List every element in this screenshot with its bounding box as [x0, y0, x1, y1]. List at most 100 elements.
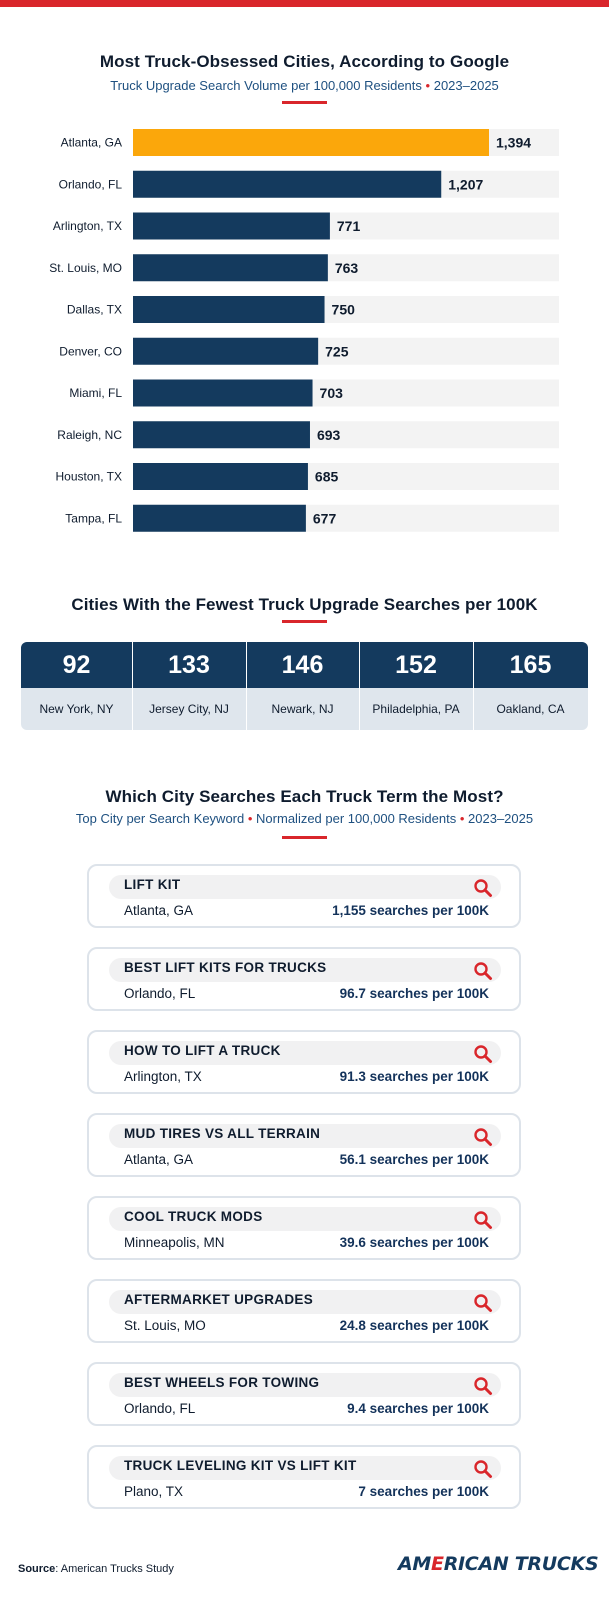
keyword-pill	[109, 875, 501, 899]
terms-subtitle-a: Top City per Search Keyword	[75, 811, 245, 826]
data-label: 1,394	[496, 135, 531, 151]
fewest-city: New York, NY	[39, 702, 114, 716]
fewest-cell: 165 Oakland, CA	[473, 642, 588, 730]
search-icon	[474, 1460, 492, 1478]
fewest-table: 92 New York, NY 133 Jersey City, NJ 146 …	[21, 642, 588, 730]
search-icon	[474, 1128, 492, 1146]
keyword-city: Orlando, FL	[124, 986, 196, 1001]
keyword-label: BEST LIFT KITS FOR TRUCKS	[124, 960, 327, 975]
keyword-city: Arlington, TX	[124, 1069, 202, 1084]
search-icon	[474, 1045, 492, 1063]
fewest-divider	[359, 642, 360, 730]
keyword-card: TRUCK LEVELING KIT VS LIFT KIT Plano, TX…	[87, 1445, 521, 1509]
data-label: 763	[335, 260, 359, 276]
fewest-city: Newark, NJ	[271, 702, 334, 716]
keyword-pill	[109, 1124, 501, 1148]
search-icon	[474, 1211, 492, 1229]
category-label: Dallas, TX	[67, 303, 122, 317]
chart-subtitle-text: Truck Upgrade Search Volume per 100,000 …	[110, 78, 422, 93]
keyword-card: COOL TRUCK MODS Minneapolis, MN 39.6 sea…	[87, 1196, 521, 1260]
keyword-city: Minneapolis, MN	[124, 1235, 225, 1250]
data-label: 771	[337, 218, 361, 234]
category-label: Arlington, TX	[53, 219, 122, 233]
brand-logo: AMERICAN TRUCKS	[398, 1553, 599, 1575]
keyword-pill	[109, 1041, 501, 1065]
category-label: Tampa, FL	[65, 511, 122, 525]
top-accent-bar	[0, 0, 609, 7]
keyword-label: AFTERMARKET UPGRADES	[124, 1292, 314, 1307]
fewest-underline	[282, 620, 327, 623]
keyword-value: 1,155 searches per 100K	[332, 903, 489, 918]
terms-underline	[282, 836, 327, 839]
keyword-label: HOW TO LIFT A TRUCK	[124, 1043, 281, 1058]
fewest-divider	[246, 642, 247, 730]
category-label: Houston, TX	[56, 470, 122, 484]
category-label: Miami, FL	[69, 386, 122, 400]
category-label: Raleigh, NC	[57, 428, 122, 442]
data-label: 677	[313, 510, 337, 526]
fewest-value: 165	[473, 642, 588, 688]
keyword-label: BEST WHEELS FOR TOWING	[124, 1375, 320, 1390]
search-icon	[474, 1377, 492, 1395]
fewest-cell: 92 New York, NY	[21, 642, 132, 730]
keyword-pill	[109, 1290, 501, 1314]
keyword-pill	[109, 958, 501, 982]
keyword-label: COOL TRUCK MODS	[124, 1209, 263, 1224]
keyword-card: HOW TO LIFT A TRUCK Arlington, TX 91.3 s…	[87, 1030, 521, 1094]
title-underline	[282, 101, 327, 104]
brand-logo-part: RICAN TRUCKS	[443, 1553, 599, 1575]
keyword-city: St. Louis, MO	[124, 1318, 206, 1333]
fewest-value: 152	[359, 642, 473, 688]
data-label: 703	[320, 385, 344, 401]
keyword-pill	[109, 1207, 501, 1231]
keyword-city: Plano, TX	[124, 1484, 184, 1499]
search-icon	[474, 962, 492, 980]
category-label: Denver, CO	[59, 344, 122, 358]
source-label: Source	[18, 1563, 56, 1575]
source-text: : American Trucks Study	[55, 1563, 174, 1575]
keyword-card: BEST WHEELS FOR TOWING Orlando, FL 9.4 s…	[87, 1362, 521, 1426]
separator-dot: •	[459, 811, 465, 826]
data-label: 693	[317, 427, 341, 443]
source-note: Source: American Trucks Study	[18, 1563, 174, 1575]
keyword-label: TRUCK LEVELING KIT VS LIFT KIT	[124, 1458, 357, 1473]
bar	[133, 463, 308, 490]
keyword-value: 39.6 searches per 100K	[339, 1235, 489, 1250]
fewest-divider	[132, 642, 133, 730]
keyword-city: Orlando, FL	[124, 1401, 196, 1416]
bar-chart: Atlanta, GA 1,394 Orlando, FL 1,207 Arlingto…	[49, 129, 559, 532]
fewest-city: Philadelphia, PA	[372, 702, 460, 716]
keyword-value: 24.8 searches per 100K	[339, 1318, 489, 1333]
terms-subtitle-b: Normalized per 100,000 Residents	[256, 811, 457, 826]
data-label: 685	[315, 469, 339, 485]
brand-logo-part: E	[431, 1553, 444, 1575]
bar	[133, 212, 330, 240]
keyword-pill	[109, 1456, 501, 1480]
keyword-card: MUD TIRES VS ALL TERRAIN Atlanta, GA 56.…	[87, 1113, 521, 1177]
bar	[133, 296, 325, 323]
keyword-label: MUD TIRES VS ALL TERRAIN	[124, 1126, 321, 1141]
bar	[133, 504, 306, 532]
bar	[133, 129, 489, 156]
fewest-cell: 133 Jersey City, NJ	[132, 642, 246, 730]
bar	[133, 379, 313, 407]
category-label: Atlanta, GA	[61, 136, 122, 150]
keyword-value: 9.4 searches per 100K	[347, 1401, 489, 1416]
terms-subtitle: Top City per Search Keyword • Normalized…	[0, 811, 609, 826]
bar	[133, 254, 328, 282]
search-icon	[474, 1294, 492, 1312]
fewest-value: 146	[246, 642, 359, 688]
terms-title: Which City Searches Each Truck Term the …	[105, 787, 504, 806]
keyword-card: LIFT KIT Atlanta, GA 1,155 searches per …	[87, 864, 521, 928]
data-label: 750	[332, 302, 356, 318]
separator-dot: •	[425, 78, 431, 93]
keyword-value: 7 searches per 100K	[358, 1484, 489, 1499]
keyword-card: AFTERMARKET UPGRADES St. Louis, MO 24.8 …	[87, 1279, 521, 1343]
data-label: 1,207	[448, 176, 483, 192]
keyword-value: 91.3 searches per 100K	[339, 1069, 489, 1084]
chart-title: Most Truck-Obsessed Cities, According to…	[99, 52, 510, 71]
keyword-card: BEST LIFT KITS FOR TRUCKS Orlando, FL 96…	[87, 947, 521, 1011]
chart-subtitle-period: 2023–2025	[433, 78, 499, 93]
separator-dot: •	[247, 811, 253, 826]
keyword-pill	[109, 1373, 501, 1397]
